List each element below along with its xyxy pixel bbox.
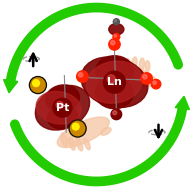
Circle shape (109, 39, 120, 50)
Ellipse shape (84, 138, 90, 150)
Circle shape (77, 71, 88, 82)
Ellipse shape (69, 137, 75, 150)
Ellipse shape (96, 56, 133, 86)
Ellipse shape (139, 58, 144, 70)
Circle shape (56, 101, 63, 108)
Circle shape (103, 71, 125, 93)
Circle shape (143, 75, 147, 79)
Ellipse shape (36, 91, 81, 124)
Ellipse shape (124, 58, 130, 72)
Text: Ln: Ln (107, 77, 122, 87)
Circle shape (141, 73, 152, 84)
Circle shape (69, 120, 86, 137)
Circle shape (53, 98, 72, 117)
Ellipse shape (57, 117, 109, 148)
Ellipse shape (35, 85, 90, 130)
Ellipse shape (103, 75, 113, 84)
Circle shape (113, 33, 120, 40)
Ellipse shape (86, 61, 143, 103)
Circle shape (31, 78, 45, 92)
Circle shape (33, 80, 39, 87)
Text: Pt: Pt (56, 103, 69, 113)
Circle shape (111, 109, 122, 120)
Circle shape (111, 41, 115, 45)
Polygon shape (175, 96, 190, 109)
Ellipse shape (46, 85, 79, 112)
Circle shape (114, 35, 117, 37)
Circle shape (153, 81, 156, 84)
Circle shape (113, 111, 117, 115)
Circle shape (70, 121, 85, 136)
Ellipse shape (109, 24, 124, 35)
Ellipse shape (132, 57, 137, 70)
Ellipse shape (47, 106, 78, 129)
Circle shape (29, 77, 46, 94)
Ellipse shape (105, 64, 156, 87)
Circle shape (72, 123, 79, 130)
Circle shape (151, 79, 161, 89)
Circle shape (79, 73, 83, 77)
Ellipse shape (145, 61, 150, 72)
Ellipse shape (96, 78, 133, 109)
Ellipse shape (101, 128, 111, 135)
Ellipse shape (61, 133, 68, 147)
Circle shape (113, 19, 119, 25)
Ellipse shape (76, 138, 83, 151)
Circle shape (107, 75, 115, 83)
Polygon shape (3, 80, 18, 93)
Circle shape (114, 20, 117, 22)
Ellipse shape (81, 57, 148, 108)
